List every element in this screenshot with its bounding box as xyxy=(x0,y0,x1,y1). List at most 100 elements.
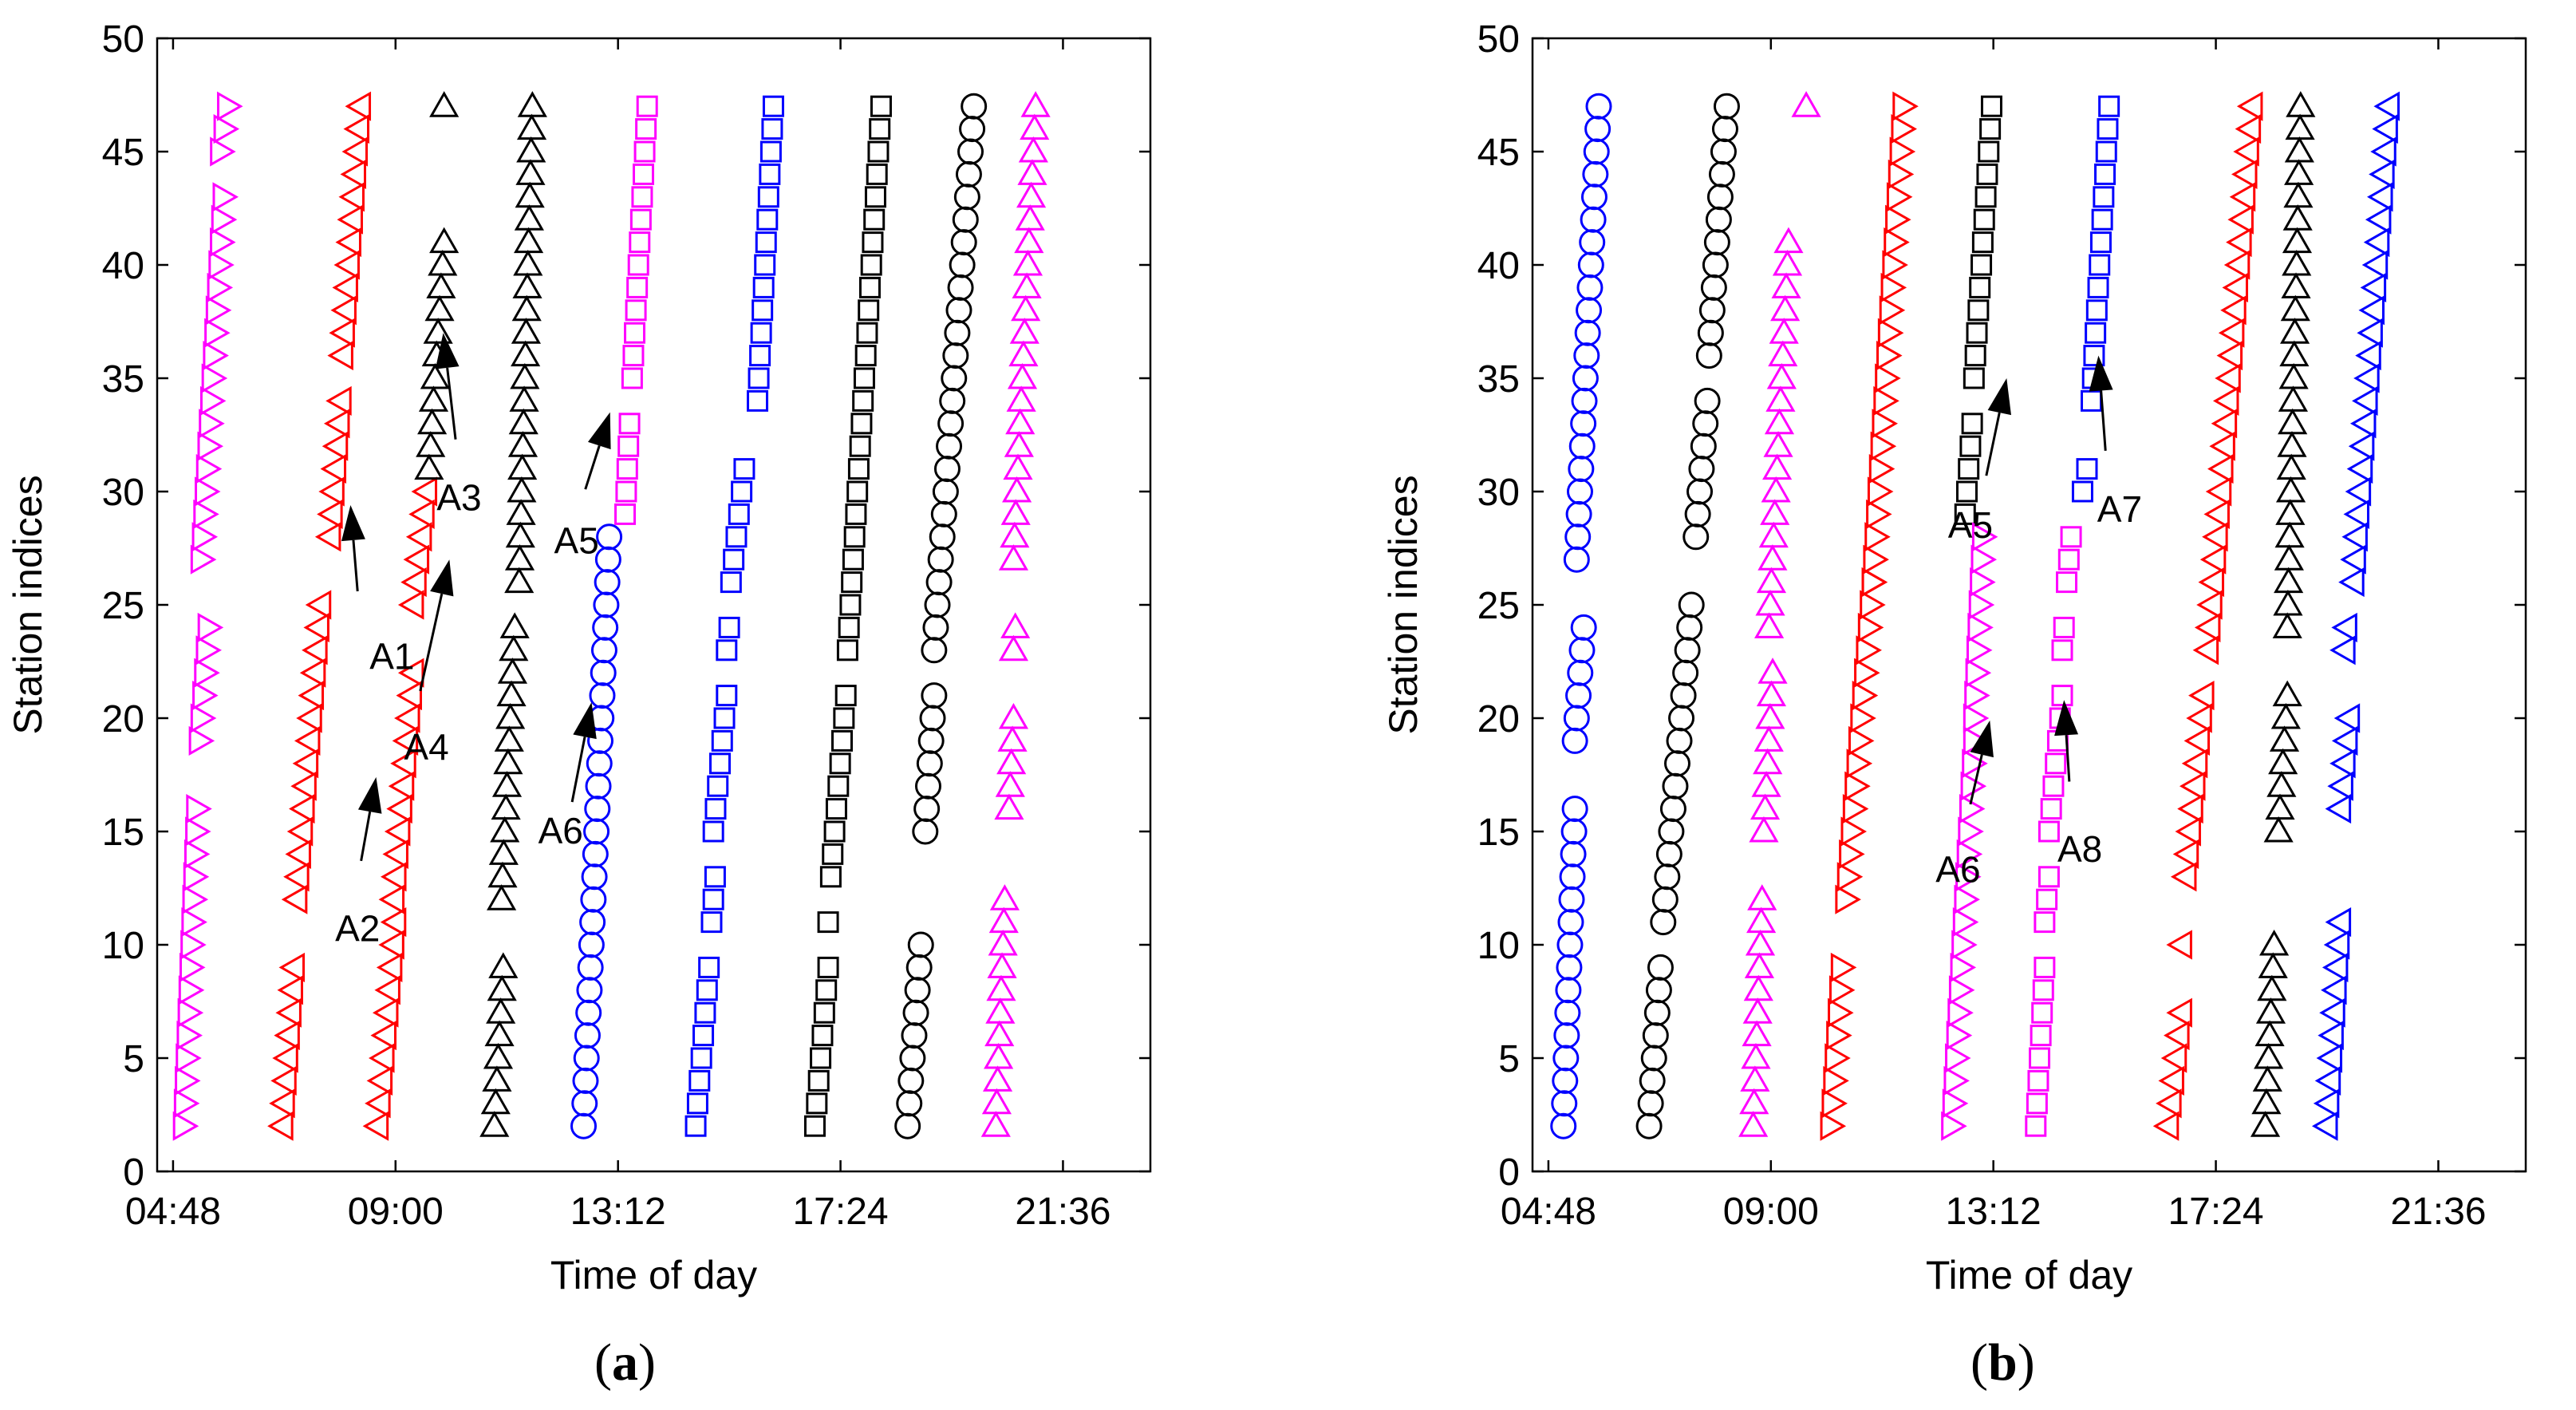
data-point-b2-station-9 xyxy=(1647,954,1674,981)
series-a6 xyxy=(504,91,547,594)
data-point-b8-station-39 xyxy=(2087,276,2109,298)
data-point-a7-station-2 xyxy=(570,1112,598,1139)
data-point-b3-station-40 xyxy=(1772,249,1803,276)
data-point-b1-station-8 xyxy=(1555,977,1582,1004)
annotation-arrow-a-A4 xyxy=(419,593,444,692)
data-point-a8-station-43 xyxy=(631,186,653,208)
data-point-b3-station-17 xyxy=(1751,771,1781,797)
data-point-a8-station-44 xyxy=(632,163,654,185)
annotation-arrow-b-A6 xyxy=(1969,754,1983,805)
data-point-a1-station-11 xyxy=(181,907,207,938)
data-point-b9-station-25 xyxy=(2196,590,2223,620)
data-point-a1-station-9 xyxy=(179,952,206,982)
data-point-b4-station-27 xyxy=(1863,544,1889,575)
data-point-a12-station-46 xyxy=(1020,113,1050,140)
series-a8 xyxy=(614,95,658,525)
data-point-a5-station-21 xyxy=(496,680,527,707)
data-point-b9-station-17 xyxy=(2179,771,2206,801)
series-a3 xyxy=(362,476,438,1141)
data-point-a9-station-20 xyxy=(713,707,736,729)
data-point-a2-station-15 xyxy=(286,816,314,847)
data-point-b11-station-19 xyxy=(2331,725,2358,756)
data-point-b1-station-15 xyxy=(1560,818,1588,845)
data-point-b4-station-45 xyxy=(1889,136,1916,167)
data-point-b4-station-47 xyxy=(1892,91,1919,121)
data-point-b1-station-47 xyxy=(1585,93,1612,120)
data-point-b6-station-13 xyxy=(1955,862,1982,892)
data-point-b2-station-37 xyxy=(1697,319,1724,346)
data-point-b4-station-7 xyxy=(1828,997,1854,1028)
data-point-b1-station-36 xyxy=(1573,342,1600,369)
data-point-b9-station-45 xyxy=(2233,136,2259,167)
data-point-a1-station-19 xyxy=(188,725,215,756)
data-point-a5-station-22 xyxy=(497,658,528,684)
data-point-b4-station-36 xyxy=(1876,341,1903,371)
series-b8 xyxy=(2071,95,2120,503)
data-point-b3-station-35 xyxy=(1766,362,1797,389)
data-point-b11-station-36 xyxy=(2355,341,2381,371)
data-point-b2-station-11 xyxy=(1650,909,1677,936)
data-point-a10-station-18 xyxy=(829,752,851,775)
data-point-b9-station-20 xyxy=(2186,703,2212,733)
data-point-b2-station-46 xyxy=(1711,116,1738,143)
data-point-a2-station-39 xyxy=(332,272,358,302)
data-point-a6-station-28 xyxy=(505,521,535,548)
y-tick-label-b-9: 45 xyxy=(1477,132,1520,174)
data-point-a10-station-19 xyxy=(830,729,853,752)
data-point-b4-station-29 xyxy=(1866,499,1892,529)
annotation-arrow-a-A6 xyxy=(570,737,586,803)
data-point-a1-station-30 xyxy=(195,476,221,507)
data-point-a2-station-17 xyxy=(290,771,317,801)
data-point-a9-station-47 xyxy=(762,95,784,117)
data-point-a1-station-37 xyxy=(204,318,231,348)
data-point-b11-station-3 xyxy=(2313,1088,2340,1119)
data-point-b11-station-33 xyxy=(2349,409,2377,439)
data-point-a10-station-4 xyxy=(807,1069,830,1092)
data-point-b6-station-12 xyxy=(1954,884,1980,914)
data-point-b10-station-16 xyxy=(2265,793,2295,820)
data-point-a5-station-14 xyxy=(488,839,519,865)
y-tick-label-a-9: 45 xyxy=(102,132,144,174)
data-point-b1-station-32 xyxy=(1568,432,1596,460)
data-point-b1-station-21 xyxy=(1565,682,1592,709)
data-point-b1-station-35 xyxy=(1572,365,1599,392)
data-point-a2-station-23 xyxy=(302,635,328,666)
data-point-a9-station-15 xyxy=(702,820,724,843)
data-point-b3-station-21 xyxy=(1756,680,1787,707)
data-point-a8-station-32 xyxy=(617,435,640,457)
data-point-b9-station-2 xyxy=(2152,1111,2180,1141)
data-point-a2-station-30 xyxy=(318,476,345,507)
data-point-a6-station-32 xyxy=(507,431,538,457)
data-point-a2-station-32 xyxy=(322,431,349,461)
data-point-b11-station-8 xyxy=(2321,975,2347,1005)
data-point-b11-station-32 xyxy=(2348,431,2375,461)
data-point-b8-station-47 xyxy=(2098,95,2120,117)
data-point-b4-station-35 xyxy=(1875,363,1901,393)
data-point-b2-station-15 xyxy=(1658,818,1685,845)
data-point-a11-station-41 xyxy=(950,229,977,256)
panel-label-b: (b) xyxy=(1970,1333,2035,1393)
data-point-b6-station-5 xyxy=(1945,1043,1971,1073)
data-point-a10-station-38 xyxy=(858,299,880,322)
data-point-a11-station-36 xyxy=(942,342,969,369)
data-point-b9-station-41 xyxy=(2226,227,2252,258)
data-point-a8-station-33 xyxy=(618,413,641,435)
annotation-arrowhead-a-A3 xyxy=(435,333,460,369)
data-point-b1-station-41 xyxy=(1579,229,1606,256)
data-point-a5-station-19 xyxy=(494,725,524,752)
data-point-a1-station-41 xyxy=(210,227,236,258)
data-point-b2-station-34 xyxy=(1694,387,1721,414)
data-point-a4-station-38 xyxy=(424,294,455,322)
y-tick-label-b-10: 50 xyxy=(1477,18,1520,61)
series-b11 xyxy=(2311,91,2400,1141)
data-point-b10-station-43 xyxy=(2283,181,2314,208)
data-point-b8-station-38 xyxy=(2085,299,2108,322)
data-point-b11-station-31 xyxy=(2346,454,2373,484)
data-point-b1-station-16 xyxy=(1561,796,1588,823)
data-point-a1-station-27 xyxy=(190,544,217,575)
data-point-b3-station-38 xyxy=(1770,294,1801,322)
annotation-label-b-A8: A8 xyxy=(2057,828,2102,870)
data-point-b9-station-24 xyxy=(2194,612,2221,642)
data-point-b8-station-41 xyxy=(2089,231,2112,254)
data-point-a11-station-31 xyxy=(933,456,961,483)
